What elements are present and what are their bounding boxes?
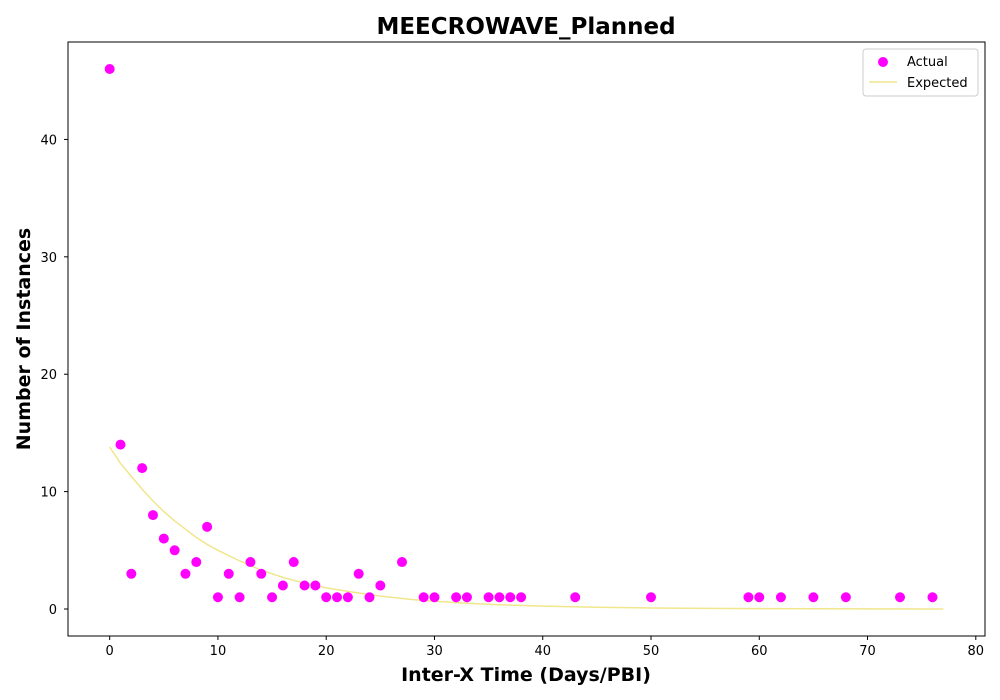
x-tick-label: 70: [859, 644, 876, 659]
data-point: [353, 568, 364, 579]
data-point: [927, 592, 938, 603]
data-point: [375, 580, 386, 591]
y-tick-label: 40: [40, 133, 57, 148]
data-point: [180, 568, 191, 579]
data-point: [483, 592, 494, 603]
plot-frame: [67, 41, 986, 637]
x-tick-label: 0: [106, 644, 114, 659]
data-point: [743, 592, 754, 603]
x-axis: 0 10 20 30 40 50 60 70 80: [106, 636, 985, 659]
legend-box: [862, 48, 979, 97]
chart-title: MEECROWAVE_Planned: [376, 14, 675, 40]
data-point: [234, 592, 245, 603]
x-tick-label: 50: [643, 644, 660, 659]
legend-expected-label: Expected: [907, 76, 968, 91]
data-point: [895, 592, 906, 603]
data-point: [754, 592, 765, 603]
data-point: [147, 510, 158, 521]
data-point: [570, 592, 581, 603]
x-tick-label: 80: [968, 644, 985, 659]
x-tick-label: 30: [426, 644, 443, 659]
x-axis-label: Inter-X Time (Days/PBI): [401, 664, 651, 686]
x-tick-label: 20: [318, 644, 335, 659]
data-point: [418, 592, 429, 603]
data-point: [256, 568, 267, 579]
data-point: [451, 592, 462, 603]
data-point: [212, 592, 223, 603]
data-point: [202, 521, 213, 532]
data-point: [321, 592, 332, 603]
x-tick-label: 40: [534, 644, 551, 659]
y-tick-label: 20: [40, 368, 57, 383]
data-point: [115, 439, 126, 450]
data-point: [364, 592, 375, 603]
legend: Actual Expected: [862, 48, 979, 97]
data-point: [126, 568, 137, 579]
x-tick-label: 10: [210, 644, 227, 659]
data-point: [808, 592, 819, 603]
data-point: [299, 580, 310, 591]
data-point: [288, 557, 299, 568]
data-point: [310, 580, 321, 591]
data-point: [277, 580, 288, 591]
data-point: [104, 64, 115, 74]
legend-actual-marker: [878, 57, 888, 67]
data-point: [505, 592, 516, 603]
expected-line: [109, 446, 944, 610]
y-axis: 0 10 20 30 40: [40, 133, 68, 618]
data-point: [245, 557, 256, 568]
data-point: [429, 592, 440, 603]
data-point: [332, 592, 343, 603]
data-point: [840, 592, 851, 603]
data-point: [775, 592, 786, 603]
data-point: [191, 557, 202, 568]
y-axis-label: Number of Instances: [13, 228, 35, 450]
data-point: [397, 557, 407, 568]
expected-series: [109, 446, 944, 610]
data-point: [158, 533, 169, 544]
y-tick-label: 30: [40, 251, 57, 266]
data-point: [223, 568, 234, 579]
y-tick-label: 10: [40, 486, 57, 501]
legend-actual-label: Actual: [907, 55, 948, 70]
data-point: [494, 592, 505, 603]
data-point: [646, 592, 656, 603]
y-tick-label: 0: [49, 603, 57, 618]
data-point: [169, 545, 180, 556]
data-point: [516, 592, 527, 603]
data-point: [267, 592, 278, 603]
data-point: [137, 463, 148, 474]
plot-area: [68, 42, 985, 636]
data-point: [461, 592, 472, 603]
actual-series: [104, 64, 938, 603]
data-point: [342, 592, 353, 603]
x-tick-label: 60: [751, 644, 768, 659]
